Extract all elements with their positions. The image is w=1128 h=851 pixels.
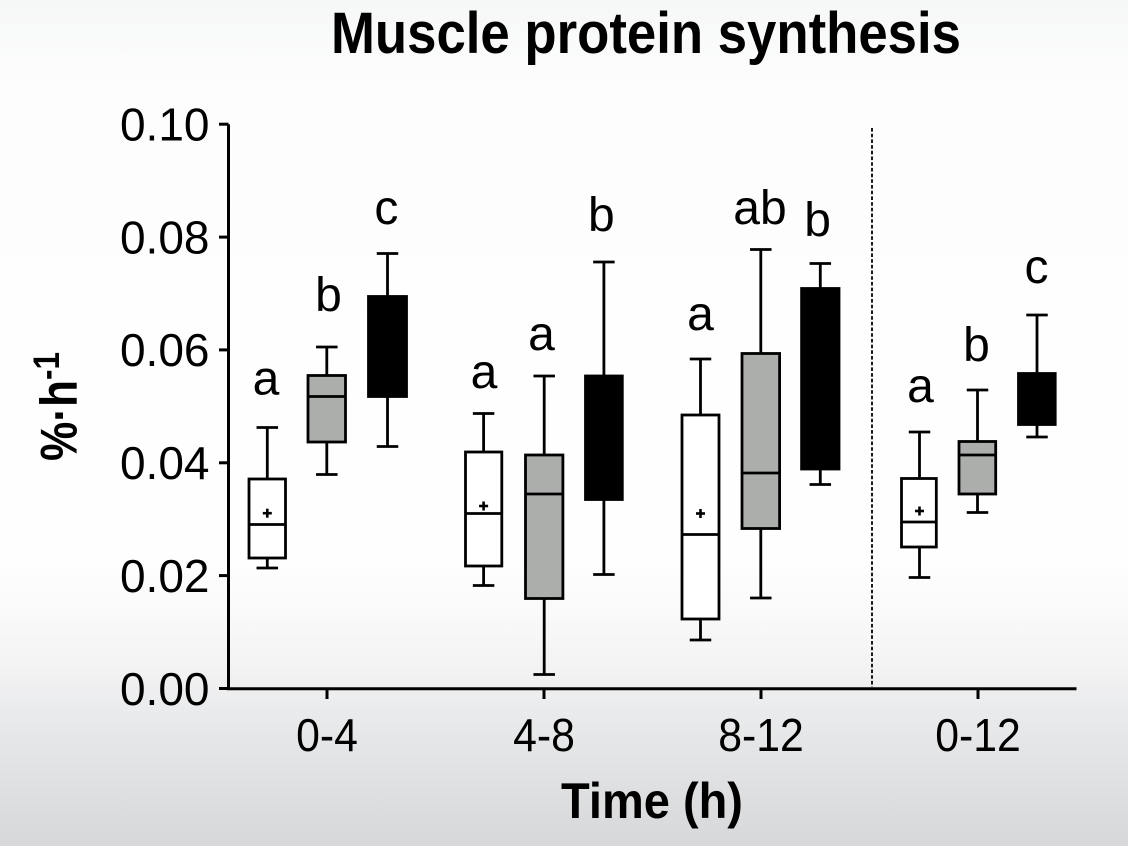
svg-text:b: b <box>588 189 615 242</box>
svg-text:8-12: 8-12 <box>718 711 804 762</box>
svg-text:Time (h): Time (h) <box>561 774 743 830</box>
svg-text:0.04: 0.04 <box>120 437 210 489</box>
svg-text:a: a <box>528 308 555 361</box>
svg-text:a: a <box>253 352 280 405</box>
svg-text:0-12: 0-12 <box>935 711 1021 762</box>
svg-text:b: b <box>315 269 342 322</box>
svg-text:0.06: 0.06 <box>120 324 210 376</box>
svg-text:%·h-1: %·h-1 <box>27 352 89 461</box>
svg-text:b: b <box>804 194 831 247</box>
svg-text:0-4: 0-4 <box>296 711 358 762</box>
svg-text:0.02: 0.02 <box>120 550 210 602</box>
svg-text:c: c <box>374 182 398 235</box>
svg-text:c: c <box>1025 241 1049 294</box>
svg-text:a: a <box>687 288 714 341</box>
svg-text:Muscle protein synthesis: Muscle protein synthesis <box>331 1 961 66</box>
svg-text:0.10: 0.10 <box>120 99 210 151</box>
svg-text:b: b <box>963 319 990 372</box>
svg-text:0.08: 0.08 <box>120 211 210 263</box>
svg-text:ab: ab <box>733 182 786 235</box>
svg-text:4-8: 4-8 <box>513 711 575 762</box>
svg-text:a: a <box>907 360 934 413</box>
svg-text:a: a <box>471 346 498 399</box>
svg-text:0.00: 0.00 <box>120 663 210 715</box>
